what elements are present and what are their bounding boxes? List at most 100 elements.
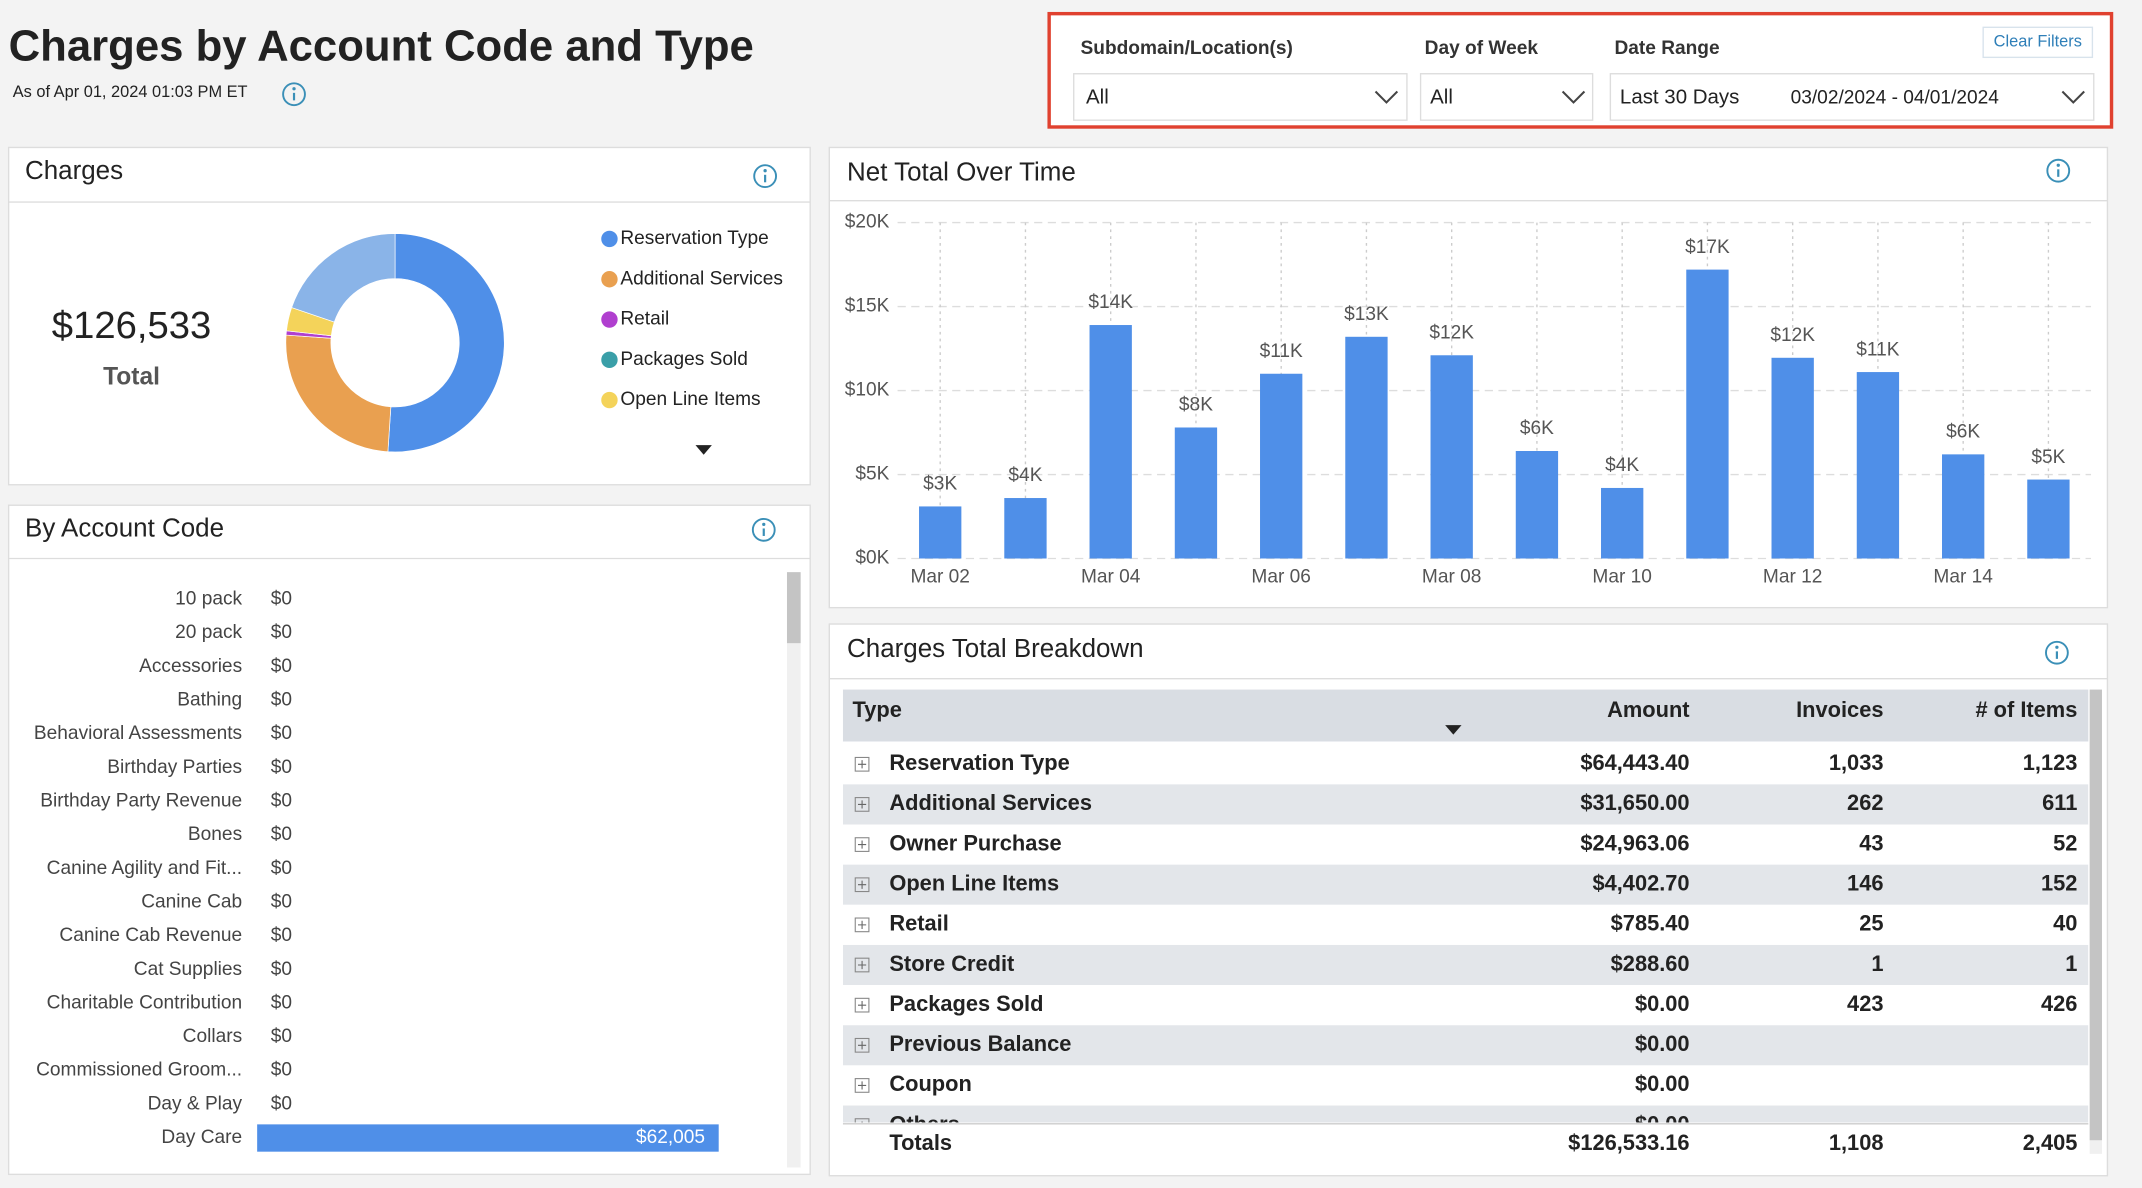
bar-value-label: $11K <box>1856 339 1899 360</box>
table-cell: Others <box>889 1111 959 1136</box>
category-label: 20 pack <box>175 622 242 643</box>
value-label: $0 <box>271 656 292 677</box>
info-icon <box>2045 640 2069 665</box>
table-cell: 423 <box>1847 991 1883 1016</box>
scrollbar-thumb[interactable] <box>2089 689 2102 1141</box>
table-cell: Reservation Type <box>889 750 1069 775</box>
expand-icon <box>854 797 870 812</box>
category-label: Bones <box>188 824 242 845</box>
info-icon <box>2046 158 2071 183</box>
totals-cell: 2,405 <box>2023 1130 2078 1155</box>
filter-label: Date Range <box>1614 38 1719 59</box>
sort-arrow[interactable] <box>1445 725 1462 735</box>
legend-more-arrow[interactable] <box>695 445 712 455</box>
expand-icon <box>854 877 870 893</box>
totals-cell: $126,533.16 <box>1568 1130 1689 1155</box>
dropdown-value[interactable]: All <box>1430 86 1453 109</box>
y-tick-label: $10K <box>845 380 890 401</box>
category-label: Cat Supplies <box>134 959 242 980</box>
clear-filters-text[interactable]: Clear Filters <box>1994 33 2082 51</box>
category-label: Day & Play <box>148 1093 243 1114</box>
date-range-value[interactable]: 03/02/2024 - 04/01/2024 <box>1791 87 2000 108</box>
category-label: Birthday Party Revenue <box>40 790 242 811</box>
dropdown-value[interactable]: Last 30 Days <box>1620 86 1739 109</box>
value-label: $0 <box>271 689 292 710</box>
value-label: $0 <box>271 622 292 643</box>
x-tick-label: Mar 02 <box>910 567 969 588</box>
dropdown-value[interactable]: All <box>1086 86 1109 109</box>
y-tick-label: $20K <box>845 212 890 233</box>
value-label: $0 <box>271 925 292 946</box>
totals-cell: 1,108 <box>1829 1130 1884 1155</box>
value-label: $0 <box>271 891 292 912</box>
table-cell: Owner Purchase <box>889 830 1061 855</box>
x-tick-label: Mar 04 <box>1081 567 1141 588</box>
scrollbar-thumb[interactable] <box>786 572 801 644</box>
page-title: Charges by Account Code and Type <box>9 22 754 71</box>
expand-plus <box>857 1041 867 1050</box>
table-cell: $785.40 <box>1611 911 1690 936</box>
bar <box>1686 269 1729 559</box>
table-cell: 1,123 <box>2023 750 2078 775</box>
panel-title: Charges <box>25 157 123 185</box>
expand-plus <box>857 1001 867 1010</box>
table-cell: $64,443.40 <box>1580 750 1689 775</box>
bar-value-label: $8K <box>1179 395 1213 416</box>
legend-swatch <box>601 391 618 409</box>
expand-icon <box>854 837 870 852</box>
legend-label: Additional Services <box>620 268 783 289</box>
expand-icon <box>854 997 870 1013</box>
total-value: $126,533 <box>52 304 211 347</box>
column-header: # of Items <box>1975 697 2077 722</box>
info-icon-dot <box>2056 163 2060 167</box>
y-tick-label: $15K <box>845 296 890 317</box>
expand-icon <box>854 1078 870 1093</box>
table-cell: Store Credit <box>889 951 1014 976</box>
dropdown[interactable] <box>1419 73 1594 121</box>
dropdown[interactable] <box>1073 73 1408 121</box>
expand-icon <box>854 917 870 933</box>
bar-value-label: $13K <box>1344 304 1389 325</box>
filter-label: Day of Week <box>1425 38 1539 59</box>
table-header <box>842 689 2089 742</box>
value-label: $0 <box>271 992 292 1013</box>
table-cell: $0.00 <box>1635 1031 1690 1056</box>
value-label: $0 <box>271 858 292 879</box>
y-tick-label: $0K <box>855 548 889 569</box>
table-cell: 52 <box>2053 830 2077 855</box>
x-tick-label: Mar 06 <box>1251 567 1310 588</box>
panel-title: Charges Total Breakdown <box>847 635 1144 663</box>
table-cell: $288.60 <box>1611 951 1690 976</box>
info-icon-ring <box>753 164 778 189</box>
expand-icon <box>854 1118 870 1123</box>
table-cell: $31,650.00 <box>1580 790 1689 815</box>
expand-plus <box>857 760 867 769</box>
table-cell: Coupon <box>889 1071 971 1096</box>
category-label: Canine Cab Revenue <box>59 925 242 946</box>
dropdown[interactable] <box>1609 73 2095 121</box>
bar-value-label: $12K <box>1429 322 1474 343</box>
total-caption: Total <box>103 364 160 391</box>
bar <box>1430 355 1473 559</box>
x-tick-label: Mar 08 <box>1422 567 1481 588</box>
bar-value-label: $4K <box>1008 465 1042 486</box>
bar-value-label: $4K <box>1605 455 1639 476</box>
table-cell: Retail <box>889 911 948 936</box>
info-icon <box>753 164 778 189</box>
table-row <box>842 944 2089 986</box>
expand-plus <box>857 880 867 889</box>
table-row <box>842 904 2089 945</box>
value-label: $0 <box>271 959 292 980</box>
legend-label: Packages Sold <box>620 349 747 370</box>
table-row <box>842 824 2089 865</box>
expand-plus <box>857 840 867 849</box>
value-label: $0 <box>271 824 292 845</box>
x-tick-label: Mar 12 <box>1763 567 1822 588</box>
info-icon-dot <box>292 87 296 91</box>
clear-filters-button[interactable] <box>1982 26 2094 59</box>
category-label: Accessories <box>139 656 242 677</box>
page-subtitle: As of Apr 01, 2024 01:03 PM ET <box>13 83 248 101</box>
bar <box>1089 325 1132 559</box>
table-row <box>842 864 2089 905</box>
table-cell: $0.00 <box>1635 1111 1690 1136</box>
